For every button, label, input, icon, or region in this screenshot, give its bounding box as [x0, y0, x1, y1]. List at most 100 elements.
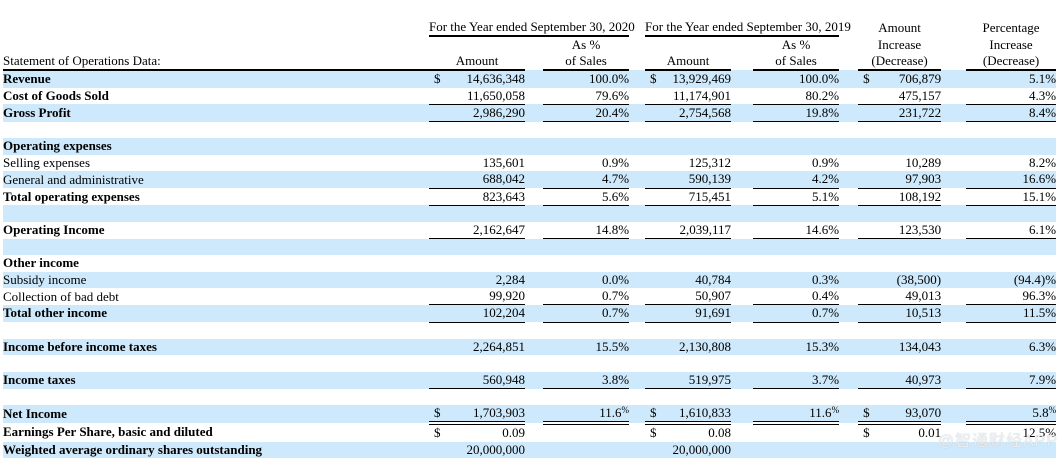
- cell-value: 100.0%: [588, 71, 630, 87]
- amount-increase-cell: [858, 355, 941, 372]
- amount-2020-cell: [429, 322, 525, 339]
- cell-value: 91,691: [695, 305, 732, 321]
- pct-of-sales-2019-cell: 100.0%: [753, 70, 840, 88]
- spacer-row: [3, 355, 1056, 372]
- cell-value: 99,920: [489, 288, 525, 304]
- column-gap: [839, 288, 858, 305]
- amount-2020-cell: 99,920: [429, 288, 525, 306]
- column-gap: [941, 355, 966, 372]
- currency-symbol: $: [434, 405, 441, 421]
- cell-value: 14,636,348: [466, 71, 526, 87]
- amount-2019-cell: [645, 389, 731, 406]
- column-gap: [525, 271, 543, 289]
- pct-increase-cell: [966, 441, 1057, 459]
- amount-increase-cell: 231,722: [858, 104, 942, 123]
- column-gap: [525, 188, 543, 205]
- pct-of-sales-2019-cell: [753, 355, 839, 372]
- column-gap: [839, 355, 858, 372]
- column-gap: [525, 104, 543, 122]
- column-gap: [629, 36, 645, 53]
- amount-increase-cell: (38,500): [858, 271, 942, 289]
- table-row: Subsidy income 2,284 0.0% 40,784 0.3% (38,500…: [3, 271, 1057, 289]
- cell-value: 8.2%: [1028, 154, 1057, 170]
- column-gap: [629, 70, 646, 88]
- table-row: Operating Income 2,162,647 14.8% 2,039,117 1…: [3, 221, 1057, 239]
- cell-value: 100.0%: [798, 71, 840, 87]
- column-gap: [731, 441, 754, 459]
- table-row: Net Income $1,703,903 11.6% $1,610,833 11.6%…: [3, 405, 1057, 426]
- spacer-row: [3, 122, 1056, 139]
- row-label: Revenue: [3, 70, 429, 88]
- row-label: Other income: [3, 255, 79, 271]
- table-row: Income before income taxes 2,264,851 15.5%…: [3, 338, 1057, 356]
- column-gap: [839, 255, 858, 272]
- amount-2020-cell: $14,636,348: [429, 70, 526, 88]
- column-gap: [525, 371, 543, 389]
- cell-value: 0.08: [708, 425, 732, 441]
- pct-of-sales-2020-cell: [543, 255, 629, 272]
- spacer-row: [3, 389, 1056, 406]
- column-gap: [731, 155, 753, 172]
- row-label: Total other income: [3, 304, 429, 323]
- amount-increase-cell: [858, 138, 942, 155]
- cell-value: 0.7%: [601, 305, 630, 321]
- column-gap: [525, 441, 543, 459]
- currency-symbol: $: [863, 425, 870, 441]
- pct-of-sales-2019-cell: 4.2%: [753, 171, 840, 189]
- cell-value: 93,070: [905, 405, 942, 421]
- amount-2020-cell: 135,601: [429, 155, 525, 172]
- cell-value: 706,879: [898, 71, 942, 87]
- as-pct-header-2020: As %: [571, 37, 601, 52]
- cell-value: 2,039,117: [679, 221, 732, 237]
- pct-of-sales-2019-cell: 0.7%: [753, 304, 840, 323]
- cell-value: 97,903: [905, 171, 942, 187]
- pct-of-sales-2020-cell: [543, 205, 630, 222]
- column-gap: [839, 222, 858, 239]
- cell-value: 7.9%: [1028, 371, 1057, 387]
- column-gap: [839, 304, 859, 323]
- cell-value: 15.1%: [1022, 188, 1057, 204]
- pct-of-sales-2019-cell: [753, 138, 840, 155]
- pct-increase-cell: 6.1%: [966, 221, 1057, 239]
- pct-of-sales-2020-cell: [543, 322, 629, 339]
- amount-2019-cell: [645, 355, 731, 372]
- cell-value: 2,264,851: [473, 338, 525, 354]
- amount-2020-cell: 2,162,647: [429, 221, 525, 239]
- amount-2019-cell: $0.08: [645, 423, 731, 441]
- row-label: Collection of bad debt: [3, 288, 119, 304]
- column-gap: [839, 70, 859, 88]
- pct-of-sales-2020-cell: [543, 355, 629, 372]
- column-gap: [629, 441, 646, 459]
- column-gap: [839, 205, 859, 222]
- spacer-label: [3, 122, 429, 139]
- column-gap: [839, 104, 859, 122]
- cell-value: 0.9%: [811, 154, 840, 170]
- cell-value: 14.6%: [805, 221, 840, 237]
- cell-value: 2,130,808: [679, 338, 732, 354]
- amount-increase-cell: 40,973: [858, 371, 942, 390]
- amount-2019-cell: 2,130,808: [645, 338, 732, 356]
- pct-of-sales-2020-cell: 0.9%: [543, 155, 629, 172]
- pct-increase-cell: [966, 138, 1057, 155]
- currency-symbol: $: [650, 405, 657, 421]
- pct-increase-cell: 8.2%: [966, 155, 1056, 172]
- cell-value: 5.6%: [601, 188, 630, 204]
- column-gap: [525, 322, 543, 339]
- pct-of-sales-2019-cell: [753, 238, 840, 256]
- pct-of-sales-2020-cell: [543, 441, 630, 459]
- currency-symbol: $: [863, 71, 870, 87]
- column-gap: [629, 271, 646, 289]
- amount-2019-cell: 91,691: [645, 304, 732, 323]
- column-gap: [839, 88, 858, 105]
- column-gap: [941, 338, 967, 356]
- column-gap: [839, 271, 859, 289]
- pct-of-sales-2020-cell: 100.0%: [543, 70, 630, 88]
- cell-value: 11,174,901: [673, 87, 732, 103]
- pct-increase-cell: 16.6%: [966, 171, 1057, 189]
- cell-value: 4.2%: [811, 171, 840, 187]
- column-gap: [941, 104, 967, 122]
- amount-increase-cell: 49,013: [858, 288, 942, 306]
- spacer-row: [3, 322, 1056, 339]
- header-row-groups: For the Year ended September 30, 2020 Fo…: [3, 2, 1056, 37]
- pct-increase-cell: 11.5%: [966, 304, 1057, 323]
